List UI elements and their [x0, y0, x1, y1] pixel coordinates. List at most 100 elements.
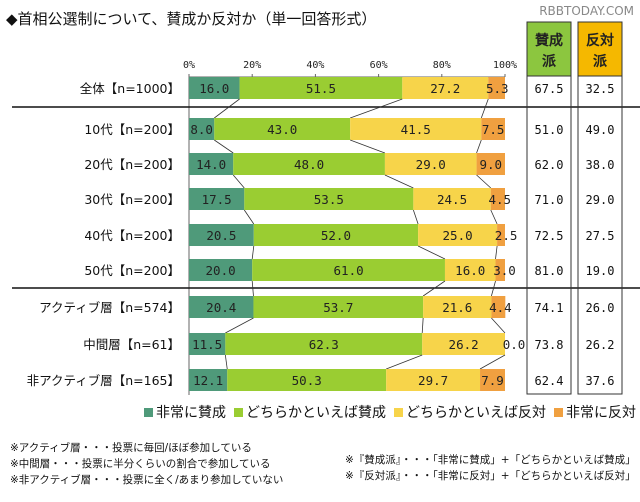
- data-label: 8.0: [190, 122, 213, 137]
- connector-line: [243, 209, 255, 225]
- summary-value: 74.1: [535, 301, 564, 315]
- connector-line: [350, 98, 403, 119]
- data-label: 26.2: [449, 337, 479, 352]
- data-label: 0.0: [503, 337, 526, 352]
- summary-value: 81.0: [535, 264, 564, 278]
- summary-header-label: 反対: [586, 32, 614, 49]
- legend-label: 非常に反対: [566, 405, 636, 421]
- summary-value: 71.0: [535, 193, 564, 207]
- bar-segment: [386, 369, 481, 391]
- bar-segment: [402, 77, 489, 99]
- bar-segment: [189, 224, 254, 246]
- bar-segment: [244, 188, 414, 210]
- connector-line: [476, 139, 482, 154]
- category-label: アクティブ層【n=574】: [39, 300, 180, 315]
- note: ※中間層・・・投票に半分くらいの割合で参加している: [10, 458, 271, 470]
- data-label: 20.5: [206, 228, 236, 243]
- data-label: 43.0: [267, 122, 297, 137]
- data-label: 2.5: [495, 228, 518, 243]
- data-label: 16.0: [455, 263, 485, 278]
- connector-line: [350, 139, 386, 154]
- note: ※非アクティブ層・・・投票に全く/あまり参加していない: [10, 474, 284, 486]
- connector-line: [225, 317, 254, 334]
- data-label: 27.2: [430, 81, 460, 96]
- data-label: 11.5: [192, 337, 222, 352]
- summary-value: 72.5: [535, 229, 564, 243]
- bar-segment: [418, 224, 498, 246]
- legend-label: どちらかといえば賛成: [246, 405, 386, 421]
- data-label: 7.5: [482, 122, 505, 137]
- data-label: 17.5: [202, 192, 232, 207]
- category-label: 40代【n=200】: [84, 228, 180, 243]
- bar-segment: [225, 333, 423, 355]
- data-label: 50.3: [292, 373, 322, 388]
- data-label: 61.0: [334, 263, 364, 278]
- data-label: 29.7: [418, 373, 448, 388]
- data-label: 20.4: [206, 300, 236, 315]
- bar-segment: [413, 188, 491, 210]
- x-tick-label: 80%: [433, 60, 451, 71]
- data-label: 21.6: [442, 300, 472, 315]
- watermark: RBBTODAY.COM: [539, 4, 634, 18]
- connector-line: [421, 317, 424, 334]
- bar-segment: [253, 224, 419, 246]
- legend-swatch: [144, 408, 153, 417]
- bar-segment: [189, 259, 253, 281]
- connector-line: [232, 174, 245, 189]
- x-tick-label: 40%: [306, 60, 324, 71]
- data-label: 14.0: [196, 157, 226, 172]
- data-label: 24.5: [437, 192, 467, 207]
- legend-label: どちらかといえば反対: [406, 405, 546, 421]
- data-label: 53.5: [314, 192, 344, 207]
- category-label: 30代【n=200】: [84, 192, 180, 207]
- x-tick-label: 0%: [183, 60, 195, 71]
- legend-label: 非常に賛成: [156, 405, 226, 421]
- connector-line: [490, 209, 498, 225]
- summary-value: 37.6: [586, 374, 615, 388]
- connector-line: [214, 139, 234, 154]
- category-label: 全体【n=1000】: [80, 81, 180, 96]
- x-tick-label: 20%: [243, 60, 261, 71]
- connector-line: [251, 245, 255, 260]
- connector-line: [480, 98, 489, 119]
- data-label: 52.0: [321, 228, 351, 243]
- connector-line: [417, 245, 446, 260]
- bar-segment: [252, 259, 445, 281]
- x-tick-label: 60%: [370, 60, 388, 71]
- summary-value: 51.0: [535, 123, 564, 137]
- summary-header-label: 派: [542, 54, 557, 70]
- data-label: 12.1: [193, 373, 223, 388]
- legend-swatch: [394, 408, 403, 417]
- summary-value: 62.4: [535, 374, 564, 388]
- bar-segment: [488, 77, 505, 99]
- bar-segment: [444, 259, 496, 281]
- legend: 非常に賛成 どちらかといえば賛成 どちらかといえば反対 非常に反対: [0, 402, 636, 422]
- bar-segment: [189, 153, 234, 175]
- category-label: 10代【n=200】: [84, 122, 180, 137]
- bar-segment: [233, 153, 385, 175]
- bar-segment: [384, 153, 477, 175]
- x-tick-label: 100%: [493, 60, 517, 71]
- data-label: 16.0: [199, 81, 229, 96]
- connector-line: [491, 317, 506, 334]
- notes-left: ※アクティブ層・・・投票に毎回/ほぼ参加している ※中間層・・・投票に半分くらい…: [10, 440, 283, 488]
- bar-segment: [189, 369, 228, 391]
- connector-line: [479, 354, 506, 370]
- note: ※『賛成派』・・・「非常に賛成」+「どちらかといえば賛成」: [345, 454, 636, 466]
- summary-header-oppose: [577, 21, 623, 77]
- bar-segment: [189, 118, 215, 140]
- data-label: 41.5: [401, 122, 431, 137]
- connector-line: [476, 174, 492, 189]
- summary-value: 26.2: [586, 338, 615, 352]
- bar-segment: [422, 333, 505, 355]
- data-label: 9.0: [479, 157, 502, 172]
- summary-value: 32.5: [586, 82, 615, 96]
- bar-segment: [481, 118, 505, 140]
- note: ※『反対派』・・・「非常に反対」+「どちらかといえば反対」: [345, 470, 636, 482]
- legend-swatch: [554, 408, 563, 417]
- notes-right: ※『賛成派』・・・「非常に賛成」+「どちらかといえば賛成」 ※『反対派』・・・「…: [345, 452, 636, 484]
- category-label: 20代【n=200】: [84, 157, 180, 172]
- summary-value: 27.5: [586, 229, 615, 243]
- bar-segment: [227, 369, 387, 391]
